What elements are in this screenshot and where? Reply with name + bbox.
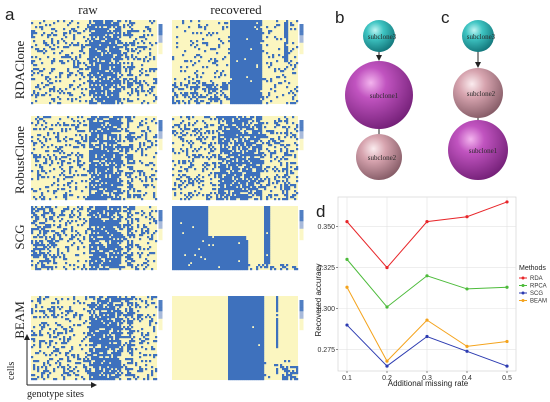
tree-b-node-subclone1 bbox=[345, 61, 413, 129]
chart-point-beam bbox=[385, 359, 389, 363]
heatmap-robustclone-recovered bbox=[172, 116, 304, 201]
heatmap-rdaclone-raw bbox=[31, 20, 163, 105]
tree-c-node-subclone1 bbox=[448, 120, 508, 180]
chart-point-rpca bbox=[425, 274, 429, 278]
chart-x-axis-title: Additional missing rate bbox=[388, 379, 469, 388]
legend-key-point bbox=[521, 291, 525, 295]
tree-c-node-subclone3-label: subclone3 bbox=[467, 33, 496, 41]
chart-point-beam bbox=[345, 285, 349, 289]
chart-point-rda bbox=[385, 265, 389, 270]
panel-d-letter: d bbox=[316, 202, 325, 221]
chart-point-scg bbox=[385, 364, 389, 368]
chart-point-rda bbox=[345, 220, 349, 224]
legend-label-scg: SCG bbox=[530, 291, 543, 297]
legend-key-point bbox=[521, 276, 525, 280]
chart-point-rda bbox=[425, 220, 429, 224]
chart-y-tick-label: 0.350 bbox=[317, 224, 335, 231]
heatmap-rdaclone-recovered bbox=[172, 20, 304, 105]
row-label-scg: SCG bbox=[12, 224, 27, 249]
tree-b-node-subclone3 bbox=[363, 20, 395, 52]
heatmap-robustclone-raw bbox=[31, 116, 163, 201]
chart-x-tick-label: 0.1 bbox=[342, 375, 352, 382]
row-label-robustclone: RobustClone bbox=[12, 126, 27, 194]
accuracy-line-chart: 0.275 0.300 0.325 0.350 0.1 0.2 0.3 0.4 0.5 bbox=[317, 196, 517, 382]
chart-point-beam bbox=[505, 339, 509, 344]
legend-key-point bbox=[521, 299, 525, 302]
panel-c-letter: c bbox=[441, 8, 450, 27]
row-label-rdaclone: RDAClone bbox=[12, 41, 27, 100]
row-label-beam: BEAM bbox=[12, 301, 27, 339]
chart-point-rpca bbox=[505, 285, 509, 289]
chart-point-scg bbox=[465, 349, 469, 353]
panel-b-letter: b bbox=[335, 8, 344, 27]
chart-x-tick-label: 0.4 bbox=[462, 375, 472, 382]
chart-y-tick-label: 0.300 bbox=[317, 306, 335, 313]
heatmap-beam-raw bbox=[31, 296, 163, 381]
tree-c-node-subclone2-label: subclone2 bbox=[467, 90, 496, 98]
tree-b-node-subclone2 bbox=[356, 134, 402, 180]
chart-point-scg bbox=[345, 323, 349, 327]
chart-point-beam bbox=[425, 318, 429, 322]
legend-key-point bbox=[521, 284, 525, 287]
chart-x-tick-label: 0.2 bbox=[382, 375, 392, 382]
legend-label-rda: RDA bbox=[530, 276, 543, 282]
chart-point-rpca bbox=[385, 305, 389, 309]
legend-label-rpca: RPCA bbox=[530, 284, 547, 290]
chart-x-tick-label: 0.5 bbox=[502, 375, 512, 382]
tree-b-node-subclone2-label: subclone2 bbox=[368, 154, 397, 162]
chart-point-beam bbox=[465, 344, 469, 348]
chart-y-tick-label: 0.325 bbox=[317, 265, 335, 272]
chart-point-rpca bbox=[345, 257, 349, 261]
panel-a-letter: a bbox=[5, 5, 15, 24]
chart-point-scg bbox=[505, 364, 509, 368]
chart-legend-title: Methods bbox=[519, 265, 546, 272]
tree-b-node-subclone3-label: subclone3 bbox=[368, 33, 397, 41]
chart-y-tick-label: 0.275 bbox=[317, 347, 335, 354]
column-title-raw: raw bbox=[78, 2, 98, 17]
tree-c-node-subclone1-label: subclone1 bbox=[469, 147, 498, 155]
tree-c-node-subclone2 bbox=[453, 68, 503, 118]
heatmap-scg-raw bbox=[31, 206, 163, 271]
heatmap-beam-recovered bbox=[172, 296, 304, 381]
legend-label-beam: BEAM bbox=[530, 299, 547, 305]
tree-c-node-subclone3 bbox=[462, 20, 494, 52]
chart-point-rpca bbox=[465, 287, 469, 291]
chart-y-axis-title: Recovered accuracy bbox=[314, 264, 323, 337]
chart-point-rda bbox=[465, 215, 469, 219]
heatmap-scg-recovered bbox=[172, 206, 304, 271]
chart-point-rda bbox=[505, 200, 509, 204]
x-axis-label-genotype-sites: genotype sites bbox=[27, 389, 84, 400]
column-title-recovered: recovered bbox=[210, 2, 262, 17]
y-axis-label-cells: cells bbox=[6, 362, 17, 380]
chart-x-tick-label: 0.3 bbox=[422, 375, 432, 382]
tree-b-node-subclone1-label: subclone1 bbox=[370, 92, 399, 100]
chart-point-scg bbox=[425, 334, 429, 339]
